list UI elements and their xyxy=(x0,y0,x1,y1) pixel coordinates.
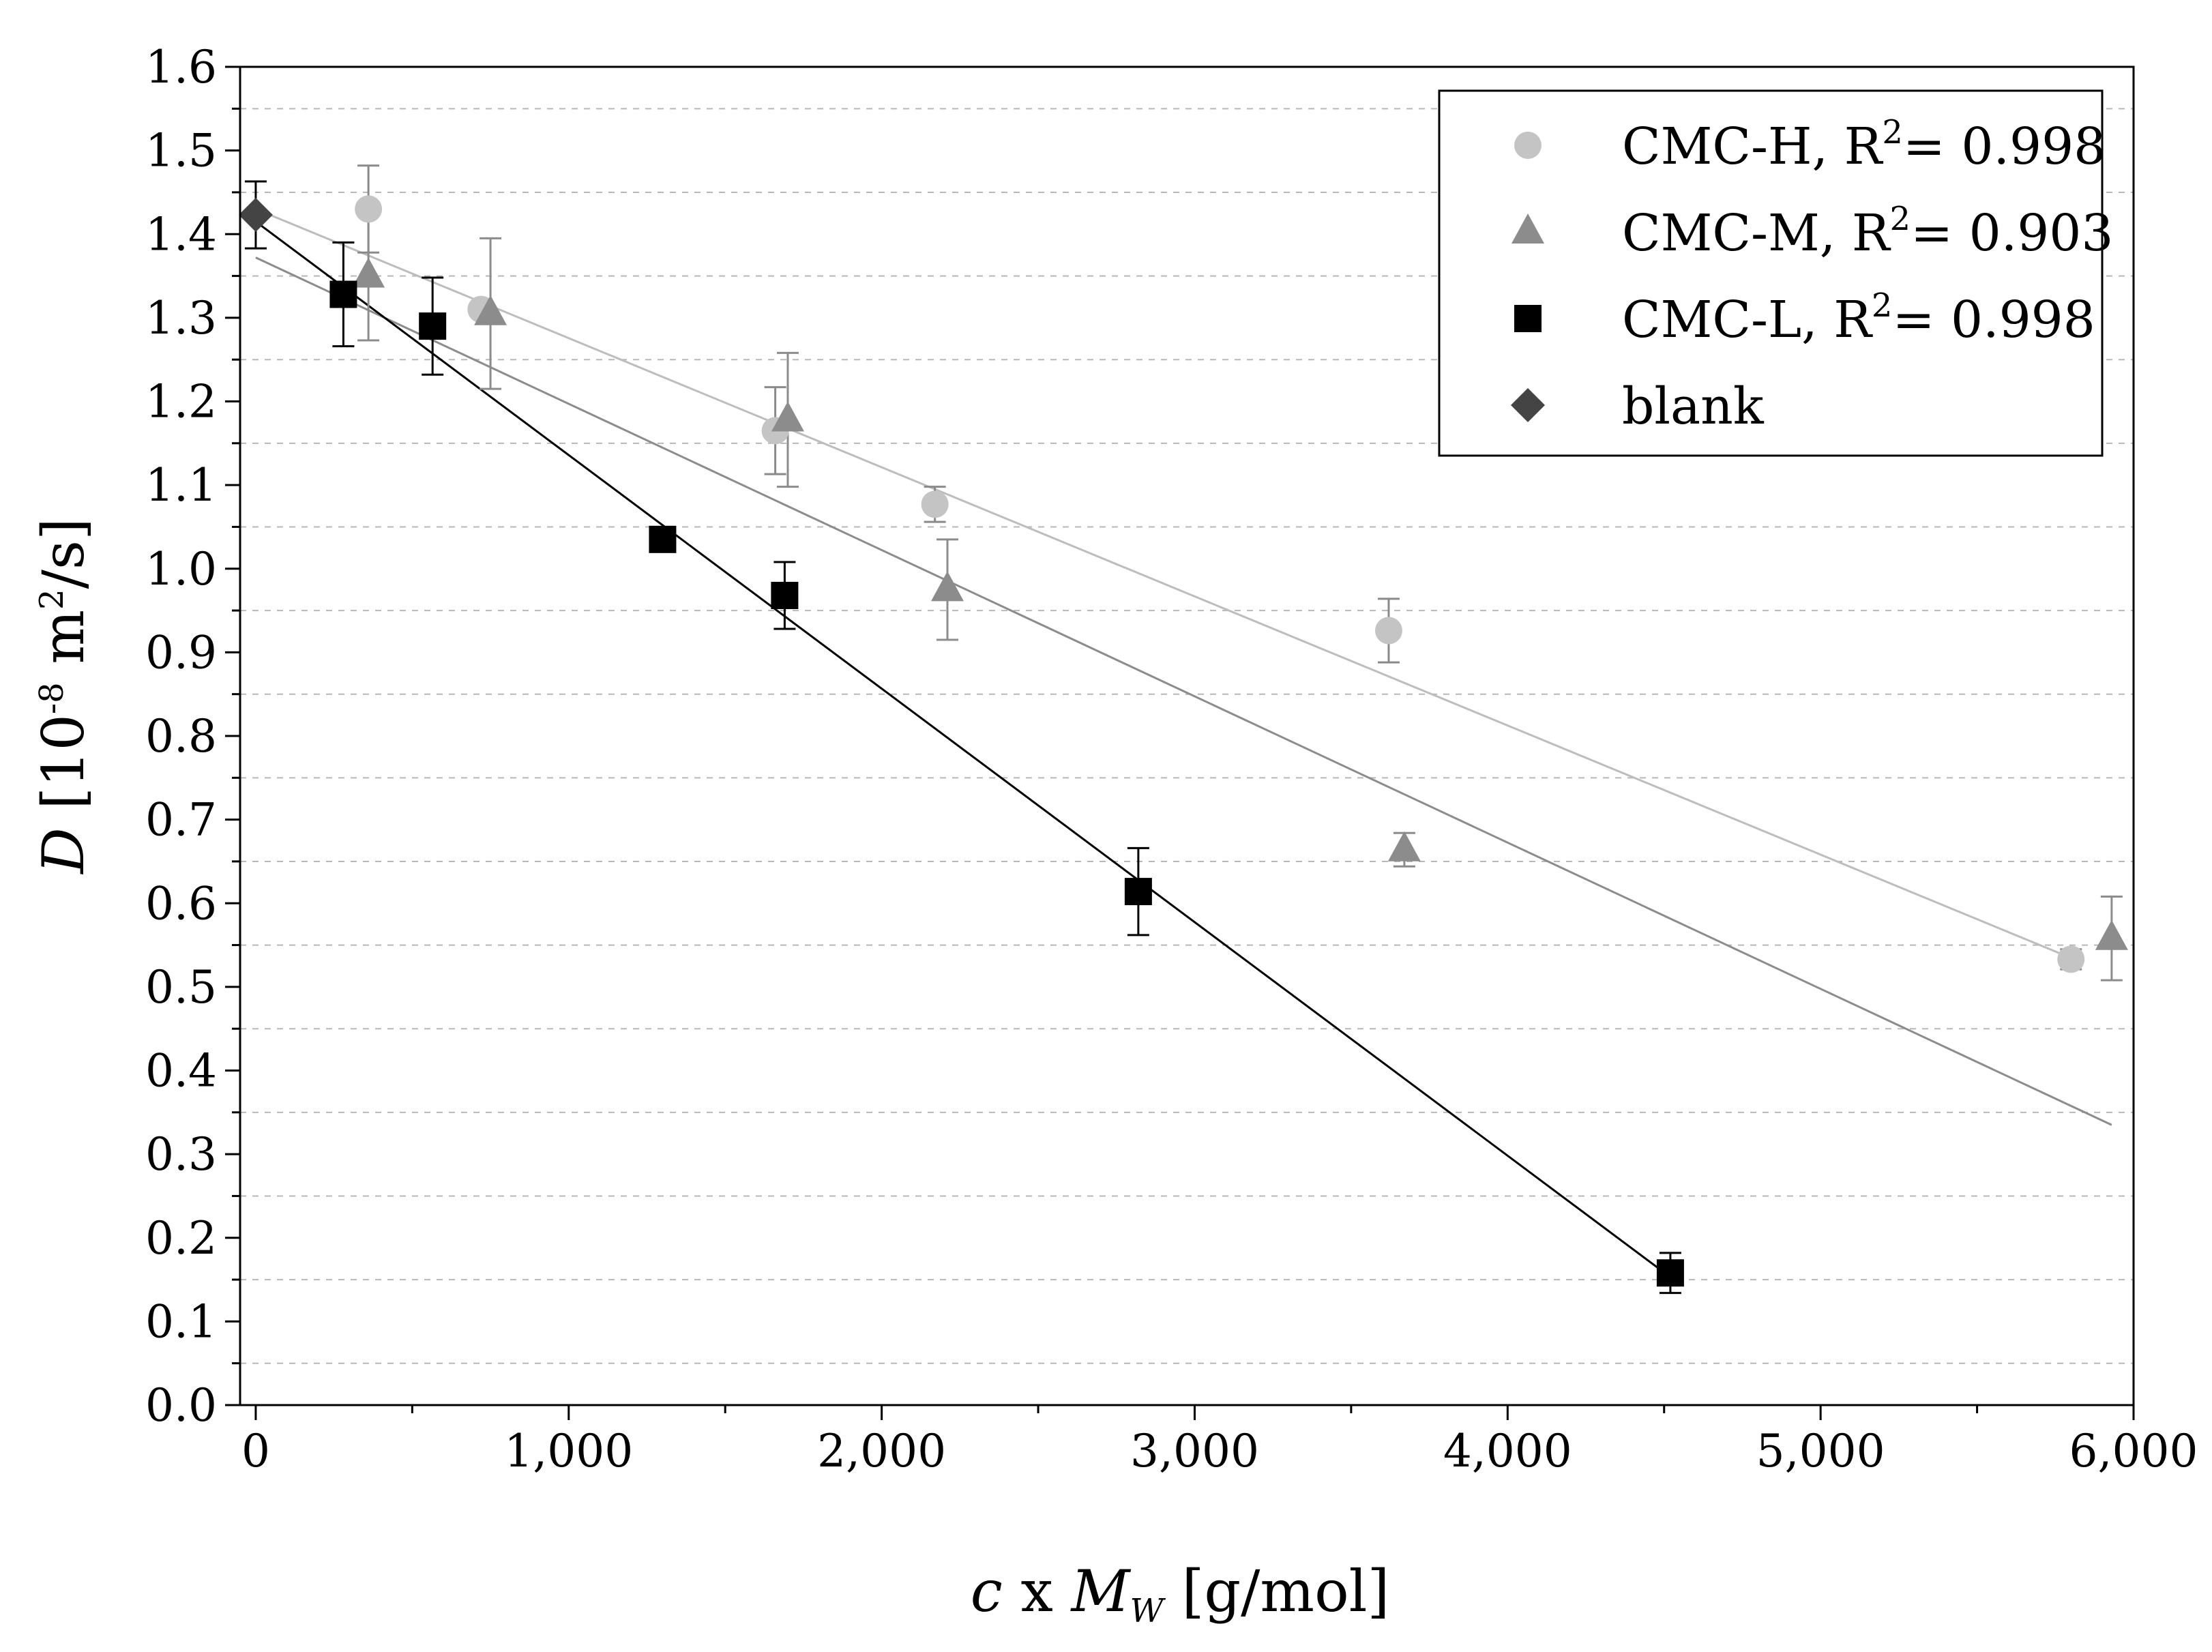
cmc-h-point xyxy=(2057,945,2085,973)
data-markers xyxy=(238,195,2128,1287)
x-axis-title-times: x xyxy=(1003,1558,1072,1625)
legend-cmc-m-sup: 2 xyxy=(1890,200,1911,238)
x-tick-label: 0 xyxy=(241,1425,270,1477)
x-tick-label: 2,000 xyxy=(817,1425,946,1477)
legend-cmc-l-r2: = 0.998 xyxy=(1892,291,2095,349)
legend-box xyxy=(1438,89,2104,457)
y-tick-label: 0.8 xyxy=(145,710,217,763)
cmc-h-fit-line xyxy=(255,208,2081,963)
cmc-l-point xyxy=(419,312,447,340)
legend-cmc-m-name: CMC-M, R xyxy=(1622,204,1891,263)
cmc-m-point xyxy=(771,401,804,432)
y-tick-label: 0.3 xyxy=(145,1128,217,1181)
cmc-m-point xyxy=(352,257,385,288)
legend-cmc-m-r2: = 0.903 xyxy=(1911,204,2113,263)
x-axis-title-m: M xyxy=(1070,1558,1132,1625)
x-axis-title-sub: W xyxy=(1130,1592,1166,1630)
y-tick-label: 1.2 xyxy=(145,376,217,428)
cmc-h-point xyxy=(1374,617,1402,645)
y-tick-label: 0.2 xyxy=(145,1212,217,1265)
grid-layer xyxy=(240,108,2134,1364)
y-tick-label: 1.4 xyxy=(145,208,217,261)
x-axis-title-unit: [g/mol] xyxy=(1164,1558,1389,1625)
y-tick-label: 1.5 xyxy=(145,125,217,177)
x-tick-label: 6,000 xyxy=(2069,1425,2198,1477)
legend-blank-name: blank xyxy=(1622,377,1765,436)
y-tick-label: 0.4 xyxy=(145,1045,217,1097)
x-tick-label: 3,000 xyxy=(1130,1425,1259,1477)
cmc-h-point xyxy=(355,195,383,223)
blank-point xyxy=(238,198,273,233)
y-tick-label: 0.5 xyxy=(145,961,217,1014)
x-axis-title: c x MW [g/mol] xyxy=(971,1558,1390,1630)
y-axis-title-sq: 2 xyxy=(33,589,71,610)
y-tick-label: 0.7 xyxy=(145,794,217,846)
y-tick-label: 0.0 xyxy=(145,1379,217,1432)
fit-lines xyxy=(255,208,2112,1278)
legend-cmc-h-r2: = 0.998 xyxy=(1903,117,2106,176)
legend-cmc-l-marker xyxy=(1514,305,1542,332)
y-axis-title-m: m xyxy=(30,610,97,682)
cmc-m-point xyxy=(1387,831,1421,861)
cmc-l-point xyxy=(649,525,677,553)
legend-blank-label: blank xyxy=(1622,377,1765,436)
cmc-h-point xyxy=(921,490,949,518)
cmc-l-point xyxy=(329,280,357,308)
legend-cmc-h-sup: 2 xyxy=(1882,113,1903,151)
y-tick-label: 0.6 xyxy=(145,877,217,930)
legend-cmc-l-label: CMC-L, R2= 0.998 xyxy=(1622,286,2095,349)
y-tick-label: 0.9 xyxy=(145,626,217,679)
cmc-l-point xyxy=(771,581,799,609)
legend-blank-marker xyxy=(1511,388,1545,422)
y-tick-label: 1.3 xyxy=(145,292,217,344)
y-tick-label: 1.0 xyxy=(145,543,217,595)
y-tick-labels: 0.0 0.1 0.2 0.3 0.4 0.5 0.6 0.7 0.8 0.9 1.0 1.1 1.2 1… xyxy=(145,41,217,1432)
y-axis-title-d: D xyxy=(30,827,97,874)
cmc-l-point xyxy=(1656,1259,1684,1287)
cmc-m-point xyxy=(2095,919,2128,950)
legend-cmc-h-name: CMC-H, R xyxy=(1622,117,1884,176)
legend-cmc-m-marker xyxy=(1511,213,1544,244)
x-tick-labels: 0 1,000 2,000 3,000 4,000 5,000 6,000 xyxy=(241,1425,2198,1477)
axis-ticks xyxy=(225,65,2135,1420)
y-axis-title: D [10-8 m2/s] xyxy=(30,518,97,875)
cmc-m-point xyxy=(474,295,507,325)
legend-cmc-h-label: CMC-H, R2= 0.998 xyxy=(1622,113,2106,176)
legend-cmc-l-name: CMC-L, R xyxy=(1622,291,1873,349)
cmc-m-fit-line xyxy=(255,256,2112,1126)
x-tick-label: 4,000 xyxy=(1443,1425,1572,1477)
y-tick-label: 0.1 xyxy=(145,1295,217,1348)
legend-cmc-m-label: CMC-M, R2= 0.903 xyxy=(1622,200,2113,263)
y-axis-title-post: /s] xyxy=(30,518,97,589)
x-tick-label: 5,000 xyxy=(1756,1425,1885,1477)
cmc-l-fit-line xyxy=(255,220,1671,1278)
legend-cmc-h-marker xyxy=(1514,132,1542,159)
x-tick-label: 1,000 xyxy=(504,1425,633,1477)
y-axis-title-pre: [10 xyxy=(30,714,97,827)
cmc-m-point xyxy=(930,571,964,602)
y-axis-title-exp: -8 xyxy=(33,682,71,714)
cmc-l-point xyxy=(1124,878,1152,906)
y-tick-label: 1.1 xyxy=(145,459,217,512)
x-axis-title-c: c xyxy=(971,1558,1003,1625)
y-tick-label: 1.6 xyxy=(145,41,217,93)
legend-cmc-l-sup: 2 xyxy=(1872,286,1893,325)
